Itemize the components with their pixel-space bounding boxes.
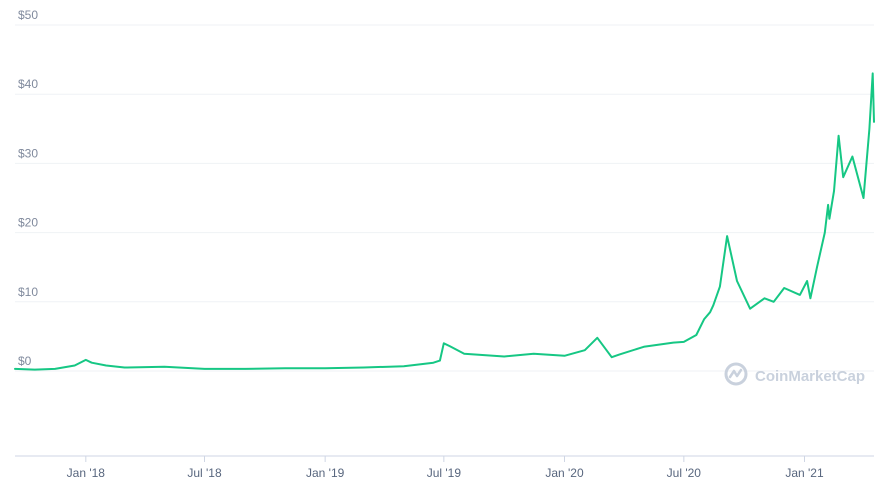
price-series-line (14, 72, 875, 371)
x-axis-ticks: Jan '18 Jul '18 Jan '19 Jul '19 Jan '20 Jul '… (15, 455, 874, 480)
watermark-label: CoinMarketCap (755, 368, 865, 385)
x-tick-label: Jan '19 (306, 466, 345, 480)
x-tick-label: Jan '20 (545, 466, 584, 480)
y-tick-label: $40 (18, 77, 38, 91)
y-tick-label: $0 (18, 354, 32, 368)
coinmarketcap-logo-icon (724, 362, 748, 386)
x-tick-label: Jan '18 (67, 466, 106, 480)
y-tick-label: $30 (18, 146, 38, 160)
x-tick-label: Jul '18 (187, 466, 222, 480)
y-tick-label: $20 (18, 216, 38, 230)
series-layer (14, 72, 875, 371)
x-tick-label: Jul '20 (667, 466, 702, 480)
watermark: CoinMarketCap (724, 362, 865, 386)
y-tick-label: $50 (18, 8, 38, 22)
y-tick-label: $10 (18, 285, 38, 299)
x-tick-label: Jul '19 (427, 466, 462, 480)
x-tick-label: Jan '21 (785, 466, 824, 480)
y-axis-ticks: $0 $10 $20 $30 $40 $50 (18, 8, 38, 368)
grid-lines (15, 24, 874, 372)
